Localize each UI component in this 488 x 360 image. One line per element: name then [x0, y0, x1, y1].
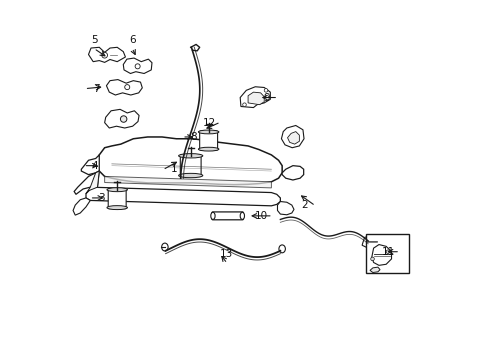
Ellipse shape — [198, 130, 219, 134]
Polygon shape — [362, 235, 379, 248]
Text: 8: 8 — [190, 132, 197, 142]
Text: 10: 10 — [254, 211, 267, 221]
Polygon shape — [247, 92, 264, 105]
FancyBboxPatch shape — [211, 212, 243, 220]
Circle shape — [135, 64, 140, 69]
Bar — [366, 234, 408, 273]
Polygon shape — [88, 47, 125, 62]
Polygon shape — [240, 87, 270, 108]
Circle shape — [386, 250, 389, 253]
Polygon shape — [86, 171, 99, 194]
Text: 9: 9 — [263, 93, 269, 103]
Ellipse shape — [278, 245, 285, 253]
Polygon shape — [96, 137, 282, 185]
FancyBboxPatch shape — [199, 131, 217, 150]
Text: 13: 13 — [220, 248, 233, 258]
Polygon shape — [369, 267, 379, 273]
Ellipse shape — [178, 174, 203, 178]
Circle shape — [120, 116, 126, 122]
Polygon shape — [73, 198, 90, 215]
Ellipse shape — [210, 212, 215, 220]
Circle shape — [124, 85, 129, 90]
Polygon shape — [281, 126, 304, 148]
Polygon shape — [74, 171, 99, 194]
Text: 11: 11 — [381, 247, 394, 257]
Text: 12: 12 — [203, 118, 216, 128]
FancyBboxPatch shape — [108, 189, 126, 209]
Polygon shape — [371, 244, 391, 265]
Polygon shape — [282, 166, 303, 180]
Polygon shape — [104, 109, 139, 128]
Ellipse shape — [178, 154, 203, 158]
Text: 1: 1 — [170, 164, 177, 174]
Text: 7: 7 — [93, 84, 99, 94]
Polygon shape — [123, 58, 152, 73]
Polygon shape — [104, 176, 271, 188]
Text: 4: 4 — [91, 161, 98, 171]
Polygon shape — [277, 202, 293, 215]
Text: 2: 2 — [301, 200, 307, 210]
Polygon shape — [81, 155, 99, 175]
Text: 6: 6 — [129, 35, 136, 45]
Circle shape — [370, 257, 373, 261]
Text: 5: 5 — [91, 35, 98, 45]
Circle shape — [102, 52, 107, 58]
Polygon shape — [287, 132, 299, 144]
Text: 3: 3 — [98, 193, 104, 203]
Ellipse shape — [162, 243, 168, 251]
Circle shape — [264, 89, 267, 92]
Polygon shape — [86, 187, 280, 206]
Polygon shape — [106, 80, 142, 95]
Ellipse shape — [198, 147, 219, 151]
Circle shape — [242, 103, 246, 107]
Ellipse shape — [240, 212, 244, 220]
FancyBboxPatch shape — [180, 155, 201, 177]
Ellipse shape — [107, 206, 127, 210]
Ellipse shape — [107, 188, 127, 192]
